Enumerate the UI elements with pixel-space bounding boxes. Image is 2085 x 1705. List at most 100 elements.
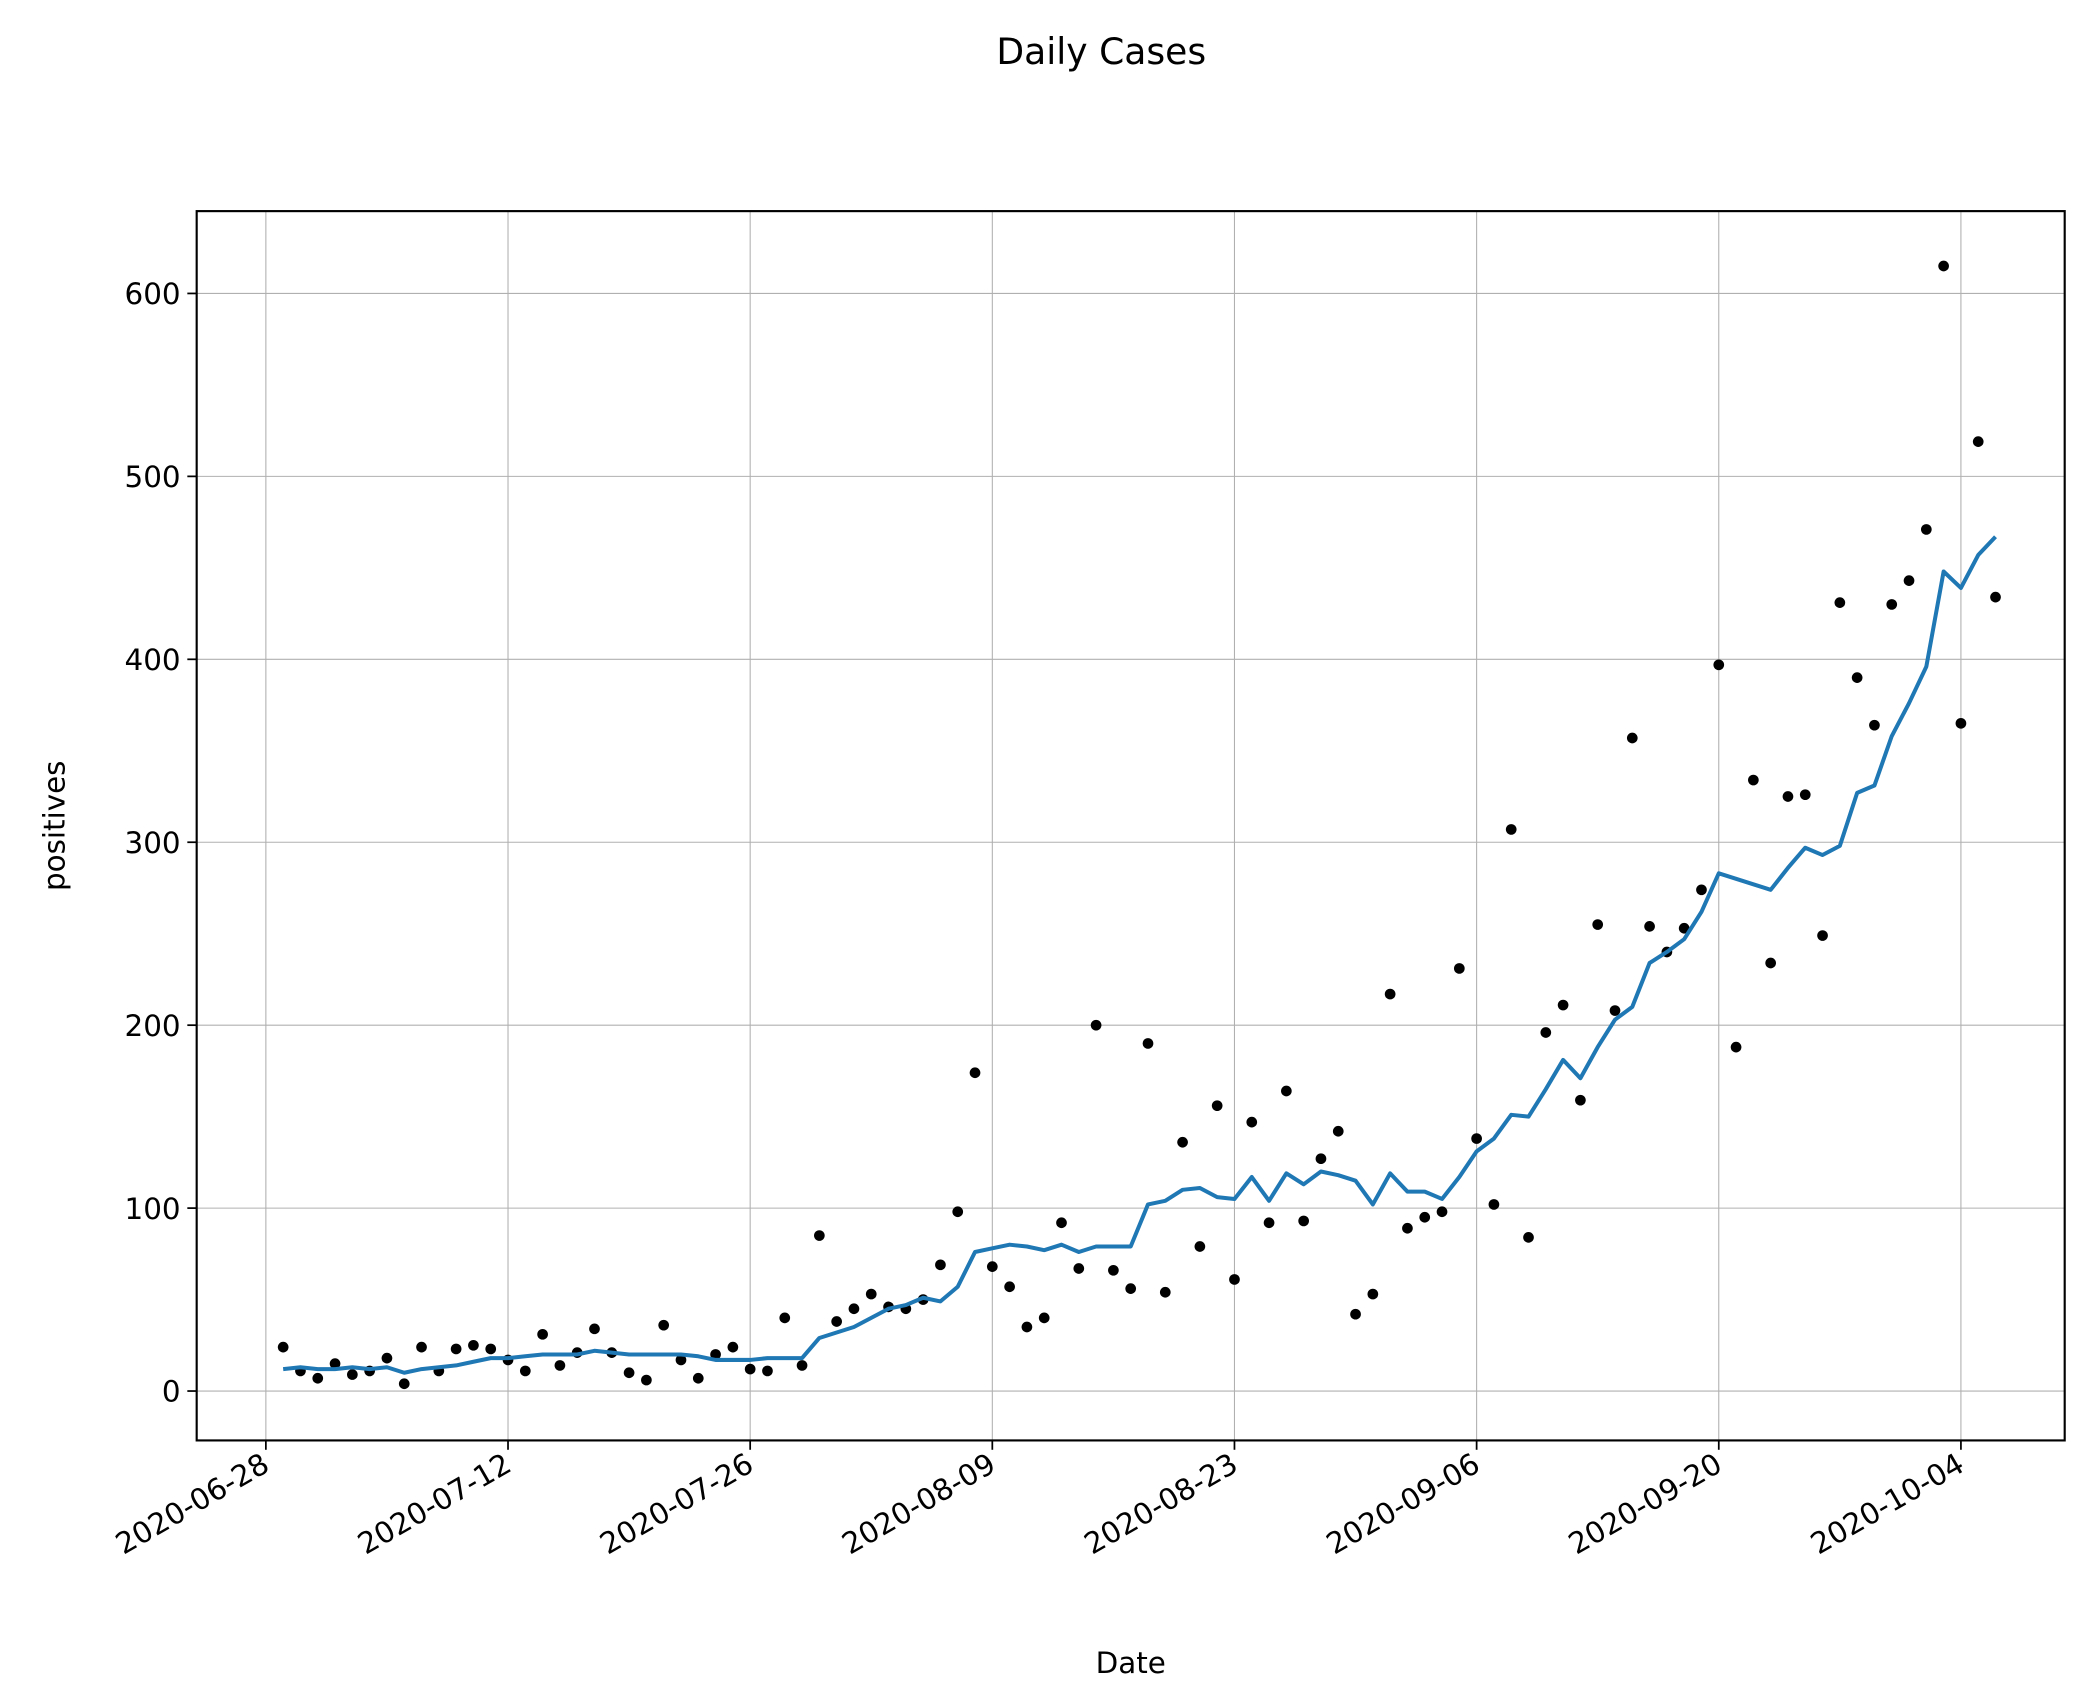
data-point — [1229, 1274, 1240, 1285]
plot-frame — [195, 210, 2066, 1442]
data-point — [935, 1259, 946, 1271]
data-point — [710, 1349, 721, 1360]
data-point — [1851, 672, 1863, 683]
data-point — [796, 1360, 808, 1371]
data-point — [450, 1343, 462, 1355]
data-point — [1108, 1264, 1119, 1276]
data-point — [1713, 659, 1725, 671]
data-point — [1159, 1286, 1171, 1298]
data-point — [762, 1365, 773, 1377]
data-point — [692, 1372, 704, 1384]
y-tick-label: 300 — [125, 826, 181, 860]
data-point — [537, 1328, 548, 1340]
data-point — [1211, 1100, 1223, 1112]
data-point — [329, 1358, 341, 1369]
data-point — [1263, 1217, 1275, 1229]
data-point — [969, 1067, 981, 1079]
data-point — [277, 1341, 289, 1353]
data-point — [519, 1365, 531, 1377]
data-point — [1436, 1206, 1448, 1218]
data-point — [1056, 1217, 1067, 1229]
data-point — [658, 1319, 670, 1331]
data-point — [1038, 1312, 1050, 1324]
data-point — [831, 1316, 842, 1327]
data-point — [347, 1369, 358, 1380]
data-point — [1142, 1038, 1154, 1049]
data-point — [468, 1339, 479, 1351]
data-point — [1523, 1232, 1534, 1243]
data-point — [1073, 1263, 1085, 1274]
data-point — [1972, 436, 1984, 447]
data-point — [1782, 791, 1794, 802]
data-point — [1799, 789, 1811, 801]
data-point — [1903, 575, 1915, 586]
data-point — [1920, 524, 1932, 535]
data-point — [1748, 774, 1759, 786]
data-point — [1938, 260, 1949, 272]
data-point — [1298, 1215, 1309, 1227]
data-point — [744, 1363, 756, 1375]
y-tick-label: 500 — [125, 460, 181, 494]
data-point — [814, 1230, 825, 1241]
y-tick-label: 600 — [125, 277, 181, 311]
data-point — [1281, 1085, 1292, 1097]
data-point — [1990, 591, 2001, 603]
data-point — [1765, 957, 1777, 969]
data-point — [1384, 988, 1396, 1000]
data-point — [1505, 824, 1517, 835]
data-point — [398, 1378, 410, 1390]
data-point — [1315, 1153, 1327, 1165]
data-point — [1367, 1288, 1379, 1300]
data-point — [1021, 1321, 1033, 1333]
data-point — [1696, 884, 1707, 896]
data-point — [1004, 1281, 1015, 1293]
data-point — [986, 1261, 998, 1272]
y-tick-label: 0 — [162, 1375, 181, 1409]
data-point — [485, 1343, 497, 1355]
trend-line — [282, 535, 1997, 1375]
data-point — [1488, 1199, 1500, 1210]
data-point — [1194, 1241, 1206, 1252]
data-point — [1090, 1019, 1102, 1031]
data-point — [865, 1288, 877, 1300]
data-point — [727, 1341, 739, 1353]
data-point — [381, 1352, 393, 1364]
data-point — [1834, 597, 1846, 608]
data-point — [1730, 1041, 1742, 1053]
data-point — [312, 1372, 324, 1384]
data-point — [416, 1341, 427, 1353]
data-point — [1644, 921, 1655, 932]
data-point — [1678, 922, 1690, 934]
data-point — [554, 1360, 566, 1371]
chart-title: Daily Cases — [996, 31, 1206, 73]
data-point — [848, 1303, 860, 1315]
data-point — [1557, 999, 1569, 1011]
data-point — [1350, 1308, 1361, 1320]
data-point — [1246, 1116, 1258, 1128]
y-axis-label: positives — [37, 761, 71, 892]
x-axis-label: Date — [1096, 1646, 1166, 1680]
data-point — [779, 1312, 791, 1324]
data-point — [1955, 717, 1967, 729]
data-point — [1592, 919, 1604, 930]
data-point — [952, 1206, 964, 1218]
data-point — [1575, 1094, 1586, 1106]
data-point — [1626, 732, 1638, 744]
y-tick-label: 400 — [125, 643, 181, 677]
data-point — [1177, 1136, 1188, 1148]
data-point — [1402, 1222, 1413, 1234]
data-point — [589, 1323, 600, 1335]
data-point — [1869, 719, 1880, 731]
data-point — [1609, 1005, 1621, 1016]
data-point — [1453, 963, 1465, 974]
data-point — [1471, 1133, 1482, 1144]
data-point — [1540, 1027, 1552, 1038]
data-point — [675, 1354, 687, 1366]
y-tick-label: 200 — [125, 1009, 181, 1043]
y-tick-label: 100 — [125, 1192, 181, 1226]
data-point — [1817, 930, 1828, 941]
data-point — [1886, 599, 1898, 610]
